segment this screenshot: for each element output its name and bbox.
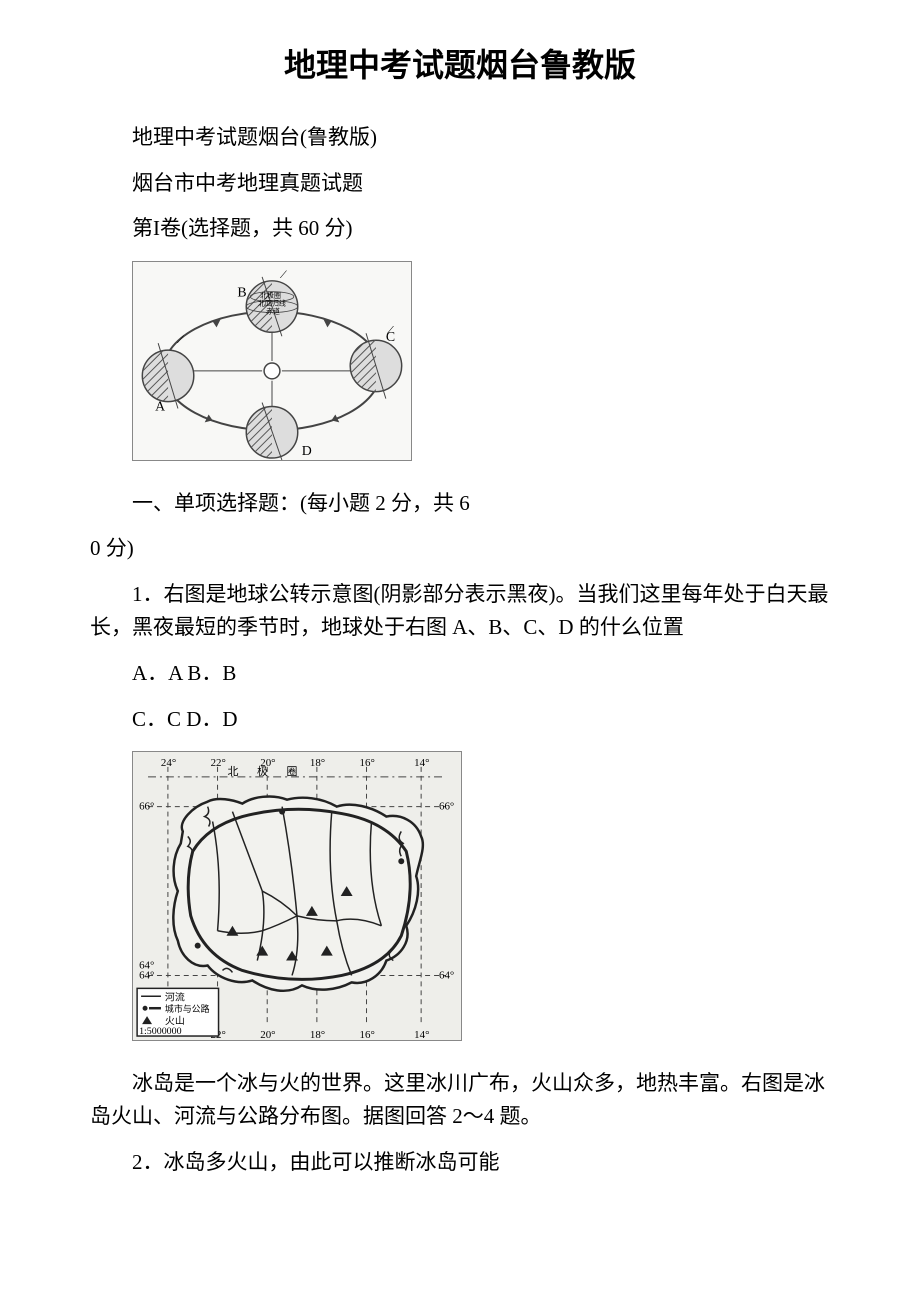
orbit-text-3: 赤道 [266,306,280,315]
section-header-a: 一、单项选择题：(每小题 2 分，共 6 [90,487,830,521]
iceland-map-figure: 24° 22° 20° 18° 16° 14° 22° 20° 18° 16° … [132,751,830,1052]
orbit-text-2: 北回归线 [258,299,286,308]
passage-iceland: 冰岛是一个冰与火的世界。这里冰川广布，火山众多，地热丰富。右图是冰岛火山、河流与… [90,1067,830,1134]
label-a: A [155,398,165,413]
orbit-diagram-svg: A ⟋ B 北极圈 北回归线 赤道 ⟋ C ⟋ [132,261,412,461]
lon-14b: 14° [414,1029,429,1041]
subtitle-1: 地理中考试题烟台(鲁教版) [90,121,830,155]
lat-64-lb: 64° [139,970,154,982]
legend-river: 河流 [165,990,185,1003]
lon-16b: 16° [360,1029,375,1041]
axis-a-icon: ⟋ [177,335,184,346]
map-legend: 河流 城市与公路 火山 1:5000000 [137,988,218,1037]
lon-18: 18° [310,757,325,769]
lat-66-l: 66° [139,801,154,813]
legend-road: 城市与公路 [165,1003,210,1014]
volume-label: 第I卷(选择题，共 60 分) [90,212,830,246]
axis-c-icon: ⟋ [387,325,394,336]
question-1-text: 1．右图是地球公转示意图(阴影部分表示黑夜)。当我们这里每年处于白天最长，黑夜最… [90,578,830,645]
axis-b-icon: ⟋ [280,270,287,281]
question-2-text: 2．冰岛多火山，由此可以推断冰岛可能 [90,1146,830,1180]
iceland-outline [173,797,423,991]
legend-scale: 1:5000000 [139,1026,181,1037]
label-d: D [302,443,312,458]
arctic-circle-label: 北 极 圈 [227,764,305,778]
lon-22: 22° [211,757,226,769]
question-1-options-ab: A．A B．B [90,657,830,691]
lon-20b: 20° [260,1029,275,1041]
lon-16: 16° [360,757,375,769]
subtitle-2: 烟台市中考地理真题试题 [90,167,830,201]
question-1-options-cd: C．C D．D [90,703,830,737]
lat-64-r: 64° [439,970,454,982]
section-header-b: 0 分) [90,532,830,566]
lon-18b: 18° [310,1029,325,1041]
label-b: B [237,285,246,300]
lat-66-r: 66° [439,801,454,813]
orbit-diagram-figure: A ⟋ B 北极圈 北回归线 赤道 ⟋ C ⟋ [132,261,830,472]
lon-14: 14° [414,757,429,769]
page-title: 地理中考试题烟台鲁教版 [90,40,830,91]
iceland-map-svg: 24° 22° 20° 18° 16° 14° 22° 20° 18° 16° … [132,751,462,1041]
orbit-text-1: 北极圈 [260,291,281,300]
sun-icon [264,363,280,379]
lon-24: 24° [161,757,176,769]
